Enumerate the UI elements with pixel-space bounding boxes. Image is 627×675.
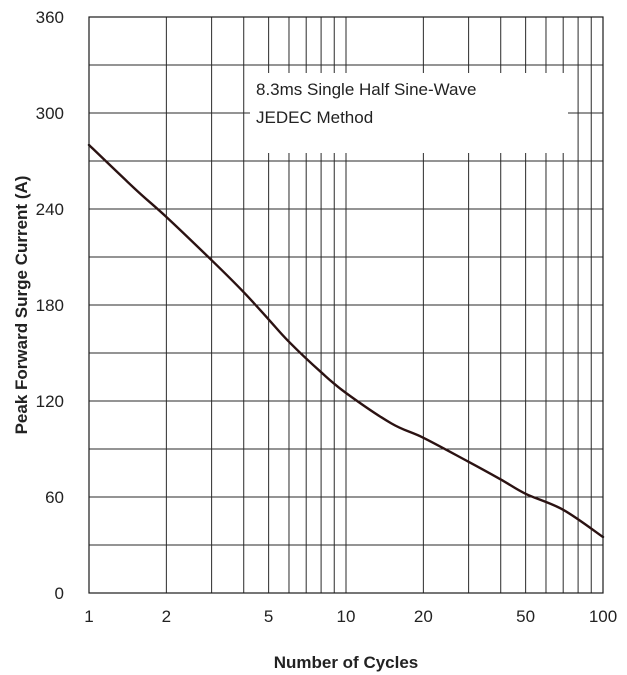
y-axis-tick-labels: 0 60 120 180 240 300 360 — [36, 8, 64, 603]
x-tick-label-5: 5 — [264, 607, 273, 626]
y-tick-label-240: 240 — [36, 200, 64, 219]
y-axis-title: Peak Forward Surge Current (A) — [12, 176, 31, 435]
x-axis-title: Number of Cycles — [274, 653, 419, 672]
surge-current-curve — [87, 143, 605, 539]
annotation-background — [250, 73, 568, 153]
x-tick-label-10: 10 — [337, 607, 356, 626]
x-tick-label-100: 100 — [589, 607, 617, 626]
y-tick-label-0: 0 — [55, 584, 64, 603]
y-tick-label-60: 60 — [45, 488, 64, 507]
x-tick-label-20: 20 — [414, 607, 433, 626]
plot-frame — [88, 16, 604, 594]
annotation-line-1: 8.3ms Single Half Sine-Wave — [256, 80, 476, 99]
x-tick-label-50: 50 — [516, 607, 535, 626]
annotation-line-2: JEDEC Method — [256, 108, 373, 127]
x-tick-label-1: 1 — [84, 607, 93, 626]
y-tick-label-120: 120 — [36, 392, 64, 411]
y-tick-label-180: 180 — [36, 296, 64, 315]
y-tick-label-300: 300 — [36, 104, 64, 123]
x-axis-tick-labels: 1 2 5 10 20 50 100 — [84, 607, 617, 626]
y-tick-label-360: 360 — [36, 8, 64, 27]
x-tick-label-2: 2 — [162, 607, 171, 626]
